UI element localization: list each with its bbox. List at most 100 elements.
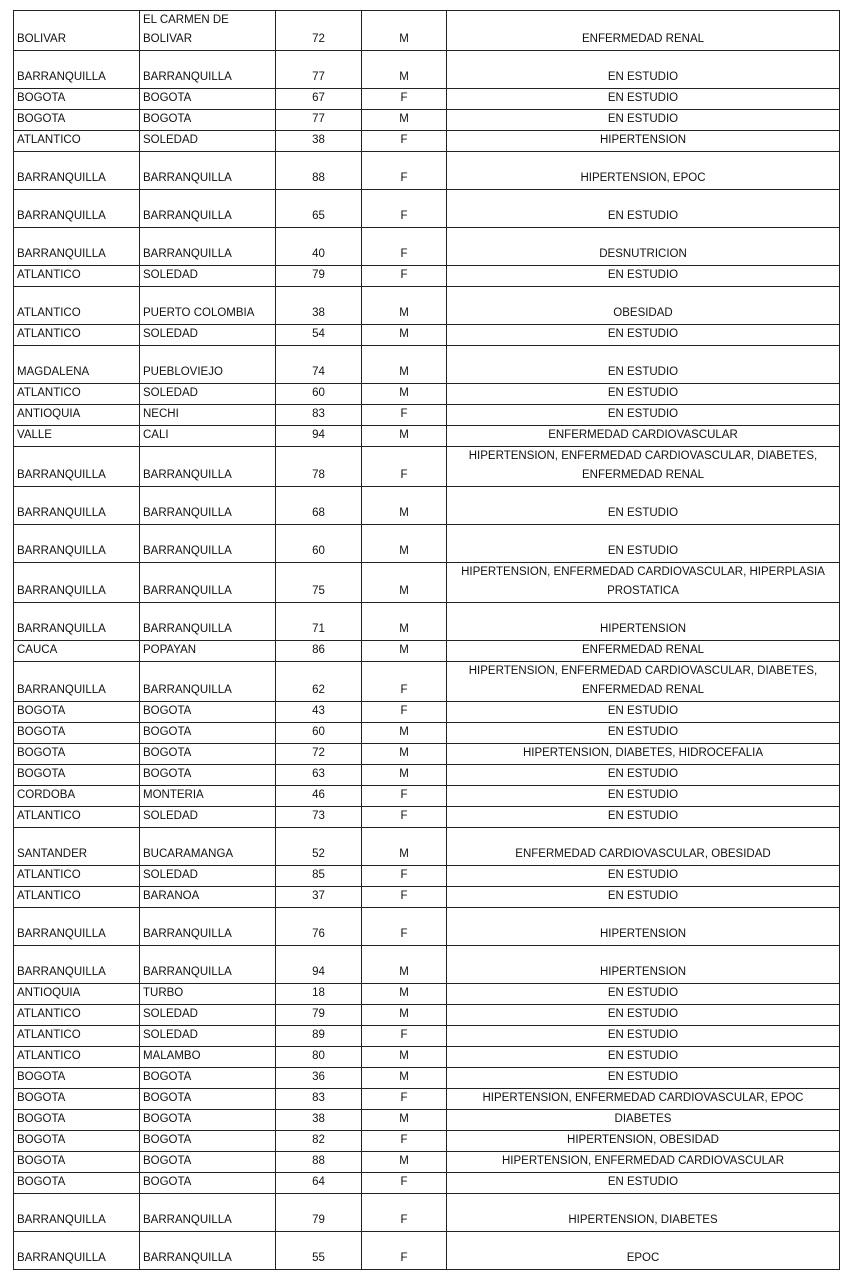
table-row: BARRANQUILLA BARRANQUILLA 55 F EPOC <box>13 1231 840 1270</box>
table-row: BARRANQUILLA BARRANQUILLA 62 F HIPERTENSION,… <box>13 661 840 702</box>
municipality-cell: BARRANQUILLA <box>139 907 276 946</box>
diagnosis-cell: HIPERTENSION, ENFERMEDAD CARDIOVASCULAR,… <box>446 1088 840 1110</box>
department-cell: BOGOTA <box>13 1067 140 1089</box>
table-row: BOGOTA BOGOTA 67 F EN ESTUDIO <box>13 88 840 110</box>
age-cell: 88 <box>275 1151 362 1173</box>
table-row: BOGOTA BOGOTA 82 F HIPERTENSION, OBESIDAD <box>13 1130 840 1152</box>
municipality-cell: BOGOTA <box>139 1130 276 1152</box>
table-row: VALLE CALI 94 M ENFERMEDAD CARDIOVASCULAR <box>13 425 840 447</box>
municipality-cell: SOLEDAD <box>139 383 276 405</box>
sex-cell: M <box>361 1067 447 1089</box>
sex-cell: M <box>361 945 447 984</box>
municipality-cell: BOGOTA <box>139 88 276 110</box>
diagnosis-cell: ENFERMEDAD CARDIOVASCULAR <box>446 425 840 447</box>
municipality-cell: BARRANQUILLA <box>139 151 276 190</box>
department-cell: BOGOTA <box>13 1130 140 1152</box>
municipality-cell: SOLEDAD <box>139 130 276 152</box>
table-row: BOGOTA BOGOTA 38 M DIABETES <box>13 1109 840 1131</box>
municipality-cell: BOGOTA <box>139 1088 276 1110</box>
sex-cell: M <box>361 562 447 603</box>
municipality-cell: BARRANQUILLA <box>139 562 276 603</box>
department-cell: BARRANQUILLA <box>13 151 140 190</box>
diagnosis-cell: HIPERTENSION <box>446 130 840 152</box>
age-cell: 72 <box>275 10 362 51</box>
table-row: ATLANTICO SOLEDAD 60 M EN ESTUDIO <box>13 383 840 405</box>
diagnosis-cell: HIPERTENSION, EPOC <box>446 151 840 190</box>
municipality-cell: BUCARAMANGA <box>139 827 276 866</box>
department-cell: ATLANTICO <box>13 1004 140 1026</box>
municipality-cell: PUEBLOVIEJO <box>139 345 276 384</box>
age-cell: 79 <box>275 265 362 287</box>
age-cell: 55 <box>275 1231 362 1270</box>
diagnosis-cell: DESNUTRICION <box>446 227 840 266</box>
age-cell: 62 <box>275 661 362 702</box>
diagnosis-cell: ENFERMEDAD RENAL <box>446 640 840 662</box>
diagnosis-cell: HIPERTENSION <box>446 602 840 641</box>
sex-cell: M <box>361 1046 447 1068</box>
department-cell: BARRANQUILLA <box>13 945 140 984</box>
department-cell: BARRANQUILLA <box>13 189 140 228</box>
table-row: BOGOTA BOGOTA 72 M HIPERTENSION, DIABETES, H… <box>13 743 840 765</box>
department-cell: BOGOTA <box>13 764 140 786</box>
municipality-cell: BARRANQUILLA <box>139 524 276 563</box>
diagnosis-cell: HIPERTENSION, ENFERMEDAD CARDIOVASCULAR,… <box>446 446 840 487</box>
diagnosis-cell: DIABETES <box>446 1109 840 1131</box>
age-cell: 18 <box>275 983 362 1005</box>
table-row: BOGOTA BOGOTA 64 F EN ESTUDIO <box>13 1172 840 1194</box>
table-body: BOLIVAR EL CARMEN DE BOLIVAR 72 M ENFERMEDAD… <box>13 10 840 1270</box>
sex-cell: F <box>361 189 447 228</box>
age-cell: 38 <box>275 1109 362 1131</box>
municipality-cell: SOLEDAD <box>139 1025 276 1047</box>
municipality-cell: BARRANQUILLA <box>139 945 276 984</box>
municipality-cell: BARANOA <box>139 886 276 908</box>
diagnosis-cell: EN ESTUDIO <box>446 345 840 384</box>
department-cell: BARRANQUILLA <box>13 227 140 266</box>
diagnosis-cell: HIPERTENSION <box>446 945 840 984</box>
diagnosis-cell: EN ESTUDIO <box>446 886 840 908</box>
sex-cell: M <box>361 524 447 563</box>
table-row: ANTIOQUIA TURBO 18 M EN ESTUDIO <box>13 983 840 1005</box>
diagnosis-cell: EN ESTUDIO <box>446 806 840 828</box>
table-row: BARRANQUILLA BARRANQUILLA 88 F HIPERTENSION,… <box>13 151 840 190</box>
diagnosis-cell: EPOC <box>446 1231 840 1270</box>
department-cell: ATLANTICO <box>13 286 140 325</box>
diagnosis-cell: EN ESTUDIO <box>446 404 840 426</box>
table-row: BOGOTA BOGOTA 83 F HIPERTENSION, ENFERMEDAD … <box>13 1088 840 1110</box>
diagnosis-cell: HIPERTENSION, ENFERMEDAD CARDIOVASCULAR <box>446 1151 840 1173</box>
department-cell: BOGOTA <box>13 1172 140 1194</box>
diagnosis-cell: EN ESTUDIO <box>446 1172 840 1194</box>
sex-cell: F <box>361 151 447 190</box>
age-cell: 77 <box>275 109 362 131</box>
table-row: BARRANQUILLA BARRANQUILLA 40 F DESNUTRICION <box>13 227 840 266</box>
table-row: SANTANDER BUCARAMANGA 52 M ENFERMEDAD CARDIO… <box>13 827 840 866</box>
table-row: ATLANTICO BARANOA 37 F EN ESTUDIO <box>13 886 840 908</box>
diagnosis-cell: OBESIDAD <box>446 286 840 325</box>
table-row: BOGOTA BOGOTA 60 M EN ESTUDIO <box>13 722 840 744</box>
table-row: BARRANQUILLA BARRANQUILLA 75 M HIPERTENSION,… <box>13 562 840 603</box>
municipality-cell: BOGOTA <box>139 1067 276 1089</box>
municipality-cell: SOLEDAD <box>139 806 276 828</box>
sex-cell: F <box>361 1130 447 1152</box>
sex-cell: F <box>361 661 447 702</box>
age-cell: 64 <box>275 1172 362 1194</box>
municipality-cell: EL CARMEN DE BOLIVAR <box>139 10 276 51</box>
municipality-cell: BARRANQUILLA <box>139 1193 276 1232</box>
sex-cell: M <box>361 50 447 89</box>
sex-cell: F <box>361 265 447 287</box>
sex-cell: M <box>361 324 447 346</box>
department-cell: BARRANQUILLA <box>13 907 140 946</box>
department-cell: BARRANQUILLA <box>13 50 140 89</box>
department-cell: BARRANQUILLA <box>13 446 140 487</box>
sex-cell: F <box>361 1172 447 1194</box>
municipality-cell: CALI <box>139 425 276 447</box>
sex-cell: F <box>361 130 447 152</box>
municipality-cell: BARRANQUILLA <box>139 189 276 228</box>
age-cell: 67 <box>275 88 362 110</box>
sex-cell: F <box>361 865 447 887</box>
sex-cell: M <box>361 425 447 447</box>
sex-cell: M <box>361 486 447 525</box>
age-cell: 52 <box>275 827 362 866</box>
age-cell: 38 <box>275 286 362 325</box>
table-row: BOGOTA BOGOTA 63 M EN ESTUDIO <box>13 764 840 786</box>
sex-cell: F <box>361 446 447 487</box>
